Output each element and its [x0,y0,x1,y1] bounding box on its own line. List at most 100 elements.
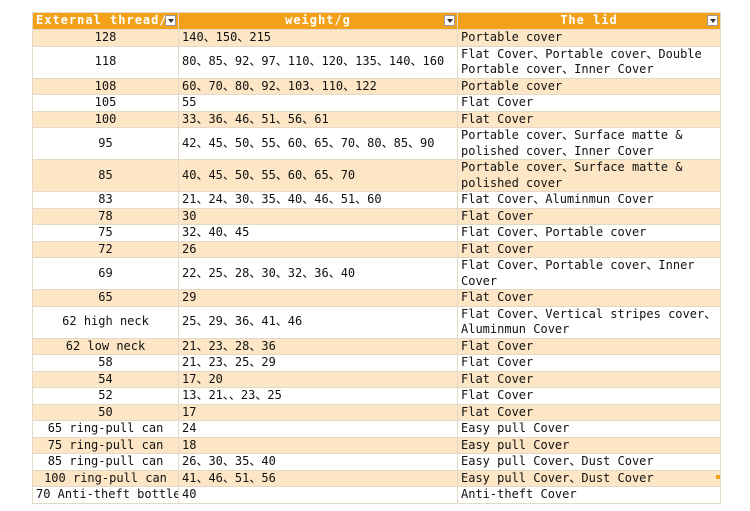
table-row: 75 ring-pull can 18 Easy pull Cover [32,436,721,454]
thread-cell: 118 [32,45,179,79]
thread-cell: 75 [32,224,179,242]
weight-cell: 40、45、50、55、60、65、70 [178,159,458,192]
header-row: External thread/m weight/g The lid [32,12,721,30]
table-row: 78 30 Flat Cover [32,207,721,225]
weight-cell: 33、36、46、51、56、61 [178,110,458,128]
table-row: 65 29 Flat Cover [32,289,721,307]
header-text: External thread/m [36,13,176,28]
table-body: 128 140、150、215 Portable cover 118 80、85、92、… [32,29,721,504]
lid-cell: Flat Cover [457,337,721,355]
thread-cell: 75 ring-pull can [32,436,179,454]
lid-cell: Portable cover [457,29,721,47]
table-row: 118 80、85、92、97、110、120、135、140、160 Flat C… [32,45,721,79]
filter-button[interactable] [707,15,718,26]
lid-cell: Flat Cover [457,370,721,388]
table-row: 50 17 Flat Cover [32,403,721,421]
header-cell: External thread/m [32,12,179,30]
table-row: 85 ring-pull can 26、30、35、40 Easy pull Cov… [32,453,721,471]
lid-cell: Flat Cover、Vertical stripes cover、Alumin… [457,305,721,339]
lid-cell: Flat Cover、Aluminmun Cover [457,191,721,209]
header-text: weight/g [285,13,351,28]
table-row: 105 55 Flat Cover [32,94,721,112]
thread-cell: 62 low neck [32,337,179,355]
thread-cell: 108 [32,77,179,95]
thread-cell: 100 [32,110,179,128]
weight-cell: 29 [178,289,458,307]
table-row: 52 13、21、、23、25 Flat Cover [32,387,721,405]
lid-cell: Easy pull Cover、Dust Cover [457,469,721,487]
weight-cell: 55 [178,94,458,112]
table-header: External thread/m weight/g The lid [32,12,721,30]
weight-cell: 140、150、215 [178,29,458,47]
thread-cell: 128 [32,29,179,47]
table-row: 85 40、45、50、55、60、65、70 Portable cover、Sur… [32,159,721,192]
weight-cell: 60、70、80、92、103、110、122 [178,77,458,95]
thread-cell: 78 [32,207,179,225]
thread-cell: 72 [32,240,179,258]
lid-cell: Flat Cover [457,94,721,112]
thread-cell: 105 [32,94,179,112]
weight-cell: 22、25、28、30、32、36、40 [178,257,458,290]
thread-cell: 50 [32,403,179,421]
table-row: 100 33、36、46、51、56、61 Flat Cover [32,110,721,128]
weight-cell: 80、85、92、97、110、120、135、140、160 [178,45,458,79]
lid-cell: Easy pull Cover、Dust Cover [457,453,721,471]
lid-cell: Flat Cover [457,240,721,258]
table-row: 100 ring-pull can 41、46、51、56 Easy pull Co… [32,469,721,487]
table-row: 62 low neck 21、23、28、36 Flat Cover [32,337,721,355]
thread-cell: 95 [32,127,179,160]
table-row: 70 Anti-theft bottle 40 Anti-theft Cover [32,486,721,504]
lid-cell: Flat Cover [457,207,721,225]
header-cell: The lid [457,12,721,30]
thread-cell: 62 high neck [32,305,179,339]
weight-cell: 42、45、50、55、60、65、70、80、85、90 [178,127,458,160]
thread-cell: 65 [32,289,179,307]
weight-cell: 17 [178,403,458,421]
header-cell: weight/g [178,12,458,30]
weight-cell: 30 [178,207,458,225]
thread-cell: 83 [32,191,179,209]
filter-button[interactable] [444,15,455,26]
thread-cell: 100 ring-pull can [32,469,179,487]
lid-cell: Flat Cover、Portable cover、Inner Cover [457,257,721,290]
table-row: 58 21、23、25、29 Flat Cover [32,354,721,372]
lid-cell: Flat Cover、Portable cover、Double Portabl… [457,45,721,79]
lid-cell: Portable cover、Surface matte & polished … [457,159,721,192]
lid-cell: Portable cover、Surface matte & polished … [457,127,721,160]
weight-cell: 40 [178,486,458,504]
lid-cell: Flat Cover [457,289,721,307]
thread-cell: 52 [32,387,179,405]
weight-cell: 13、21、、23、25 [178,387,458,405]
lid-cell: Flat Cover [457,403,721,421]
weight-cell: 26 [178,240,458,258]
lid-cell: Flat Cover、Portable cover [457,224,721,242]
table-row: 108 60、70、80、92、103、110、122 Portable cover [32,77,721,95]
table-row: 69 22、25、28、30、32、36、40 Flat Cover、Portabl… [32,257,721,290]
weight-cell: 41、46、51、56 [178,469,458,487]
table-row: 128 140、150、215 Portable cover [32,29,721,47]
weight-cell: 25、29、36、41、46 [178,305,458,339]
filter-button[interactable] [165,15,176,26]
thread-cell: 85 [32,159,179,192]
table-row: 83 21、24、30、35、40、46、51、60 Flat Cover、Alum… [32,191,721,209]
thread-cell: 58 [32,354,179,372]
thread-cell: 70 Anti-theft bottle [32,486,179,504]
resize-handle[interactable] [716,475,720,479]
weight-cell: 18 [178,436,458,454]
lid-cell: Anti-theft Cover [457,486,721,504]
weight-cell: 32、40、45 [178,224,458,242]
thread-cell: 85 ring-pull can [32,453,179,471]
weight-cell: 17、20 [178,370,458,388]
thread-cell: 54 [32,370,179,388]
table-row: 72 26 Flat Cover [32,240,721,258]
weight-cell: 21、23、25、29 [178,354,458,372]
lid-cell: Easy pull Cover [457,436,721,454]
thread-cell: 65 ring-pull can [32,420,179,438]
thread-cell: 69 [32,257,179,290]
header-text: The lid [560,13,618,28]
weight-cell: 21、24、30、35、40、46、51、60 [178,191,458,209]
lid-cell: Easy pull Cover [457,420,721,438]
lid-cell: Flat Cover [457,387,721,405]
weight-cell: 26、30、35、40 [178,453,458,471]
